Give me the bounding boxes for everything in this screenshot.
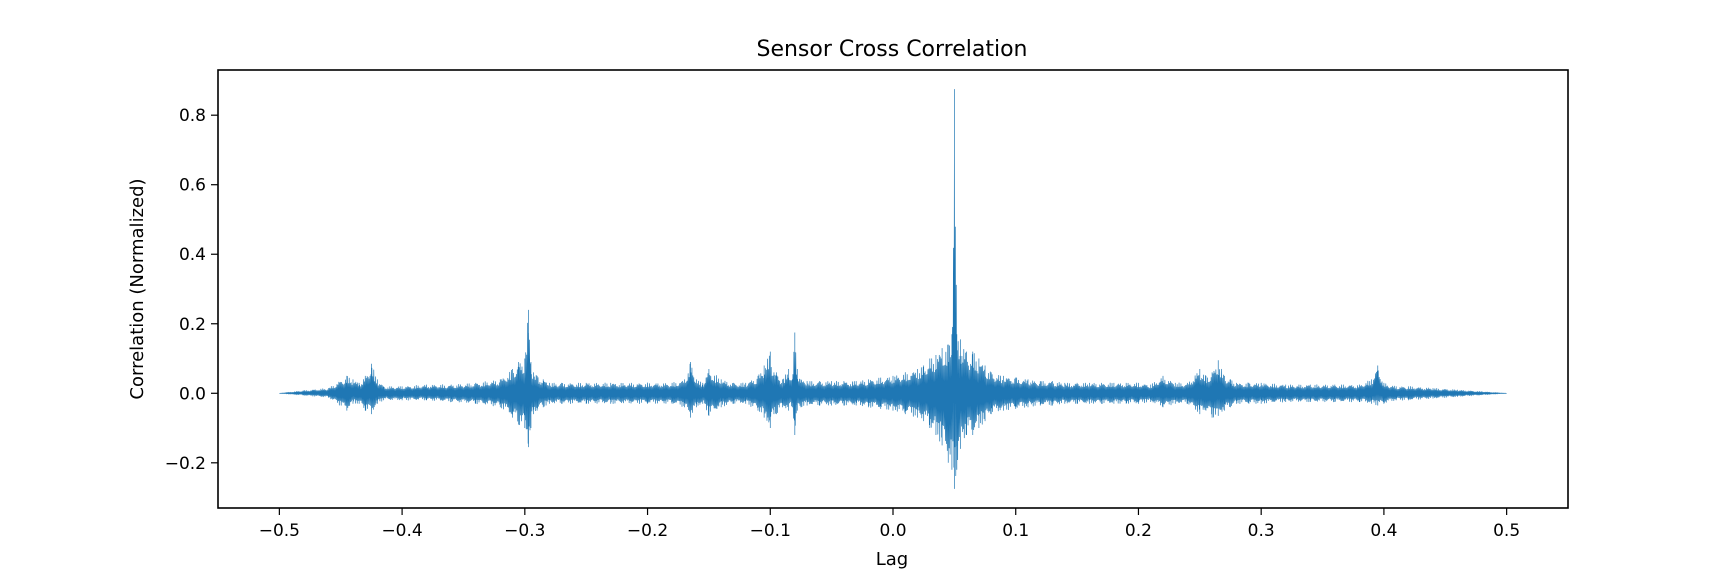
y-tick-label: −0.2: [165, 454, 206, 474]
chart-title: Sensor Cross Correlation: [756, 37, 1027, 62]
x-axis-label: Lag: [876, 549, 908, 570]
y-axis-label: Correlation (Normalized): [127, 178, 148, 399]
x-tick-label: −0.1: [750, 521, 791, 541]
series-line: [279, 89, 1507, 489]
x-tick-label: −0.2: [627, 521, 668, 541]
y-tick-label: 0.8: [179, 106, 206, 126]
x-axis: −0.5 −0.4 −0.3 −0.2 −0.1 0.0 0.1 0.2 0.3 0.4 0.5: [259, 508, 1520, 541]
x-tick-label: 0.5: [1493, 521, 1520, 541]
x-tick-label: 0.4: [1370, 521, 1397, 541]
x-tick-label: −0.3: [504, 521, 545, 541]
y-tick-label: 0.2: [179, 315, 206, 335]
x-tick-label: 0.3: [1248, 521, 1275, 541]
x-tick-label: 0.2: [1125, 521, 1152, 541]
x-tick-label: 0.1: [1002, 521, 1029, 541]
x-tick-label: −0.4: [381, 521, 422, 541]
y-tick-label: 0.4: [179, 245, 206, 265]
plot-area: [279, 89, 1507, 489]
y-tick-label: 0.6: [179, 176, 206, 196]
x-tick-label: 0.0: [879, 521, 906, 541]
y-tick-label: 0.0: [179, 384, 206, 404]
plot-frame: [217, 69, 1569, 509]
x-tick-label: −0.5: [259, 521, 300, 541]
y-axis: −0.2 0.0 0.2 0.4 0.6 0.8: [165, 106, 218, 474]
